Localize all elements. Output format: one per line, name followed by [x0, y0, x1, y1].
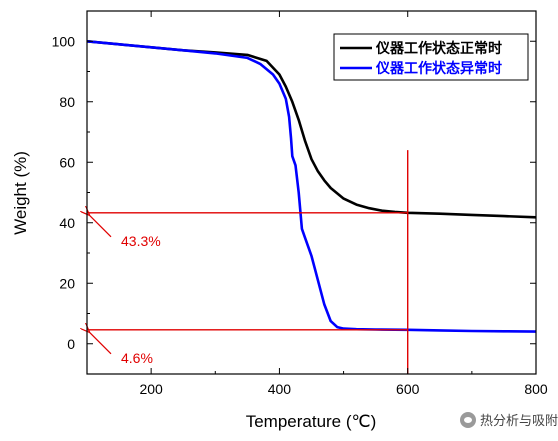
watermark: 热分析与吸附 [460, 410, 558, 429]
x-axis-title: Temperature (℃) [246, 412, 377, 431]
legend-label-normal: 仪器工作状态正常时 [375, 40, 502, 57]
legend: 仪器工作状态正常时 仪器工作状态异常时 [333, 33, 529, 81]
annotation-label: 43.3% [121, 233, 161, 249]
legend-label-abnormal: 仪器工作状态异常时 [375, 60, 502, 77]
y-tick-label: 0 [67, 336, 75, 352]
y-tick-label: 100 [52, 33, 76, 49]
annotation-arrow [89, 332, 112, 355]
wechat-icon [460, 411, 476, 428]
y-tick-label: 40 [59, 215, 75, 231]
plot-area: 43.3% 4.6% [86, 40, 537, 374]
y-tick-label: 60 [59, 154, 75, 170]
y-tick-label: 20 [59, 275, 75, 291]
x-tick-label: 400 [268, 381, 292, 397]
x-tick-label: 800 [524, 381, 548, 397]
series-line-abnormal [86, 40, 537, 333]
y-tick-label: 80 [59, 94, 75, 110]
axes: 200 400 600 800 0 20 40 60 80 100 [52, 10, 548, 397]
legend-box [333, 33, 529, 81]
annotation-label: 4.6% [121, 350, 153, 366]
annotation-arrow [89, 215, 112, 238]
x-tick-label: 200 [139, 381, 163, 397]
y-axis-title: Weight (%) [11, 151, 30, 235]
x-tick-label: 600 [396, 381, 420, 397]
watermark-text: 热分析与吸附 [480, 414, 558, 429]
